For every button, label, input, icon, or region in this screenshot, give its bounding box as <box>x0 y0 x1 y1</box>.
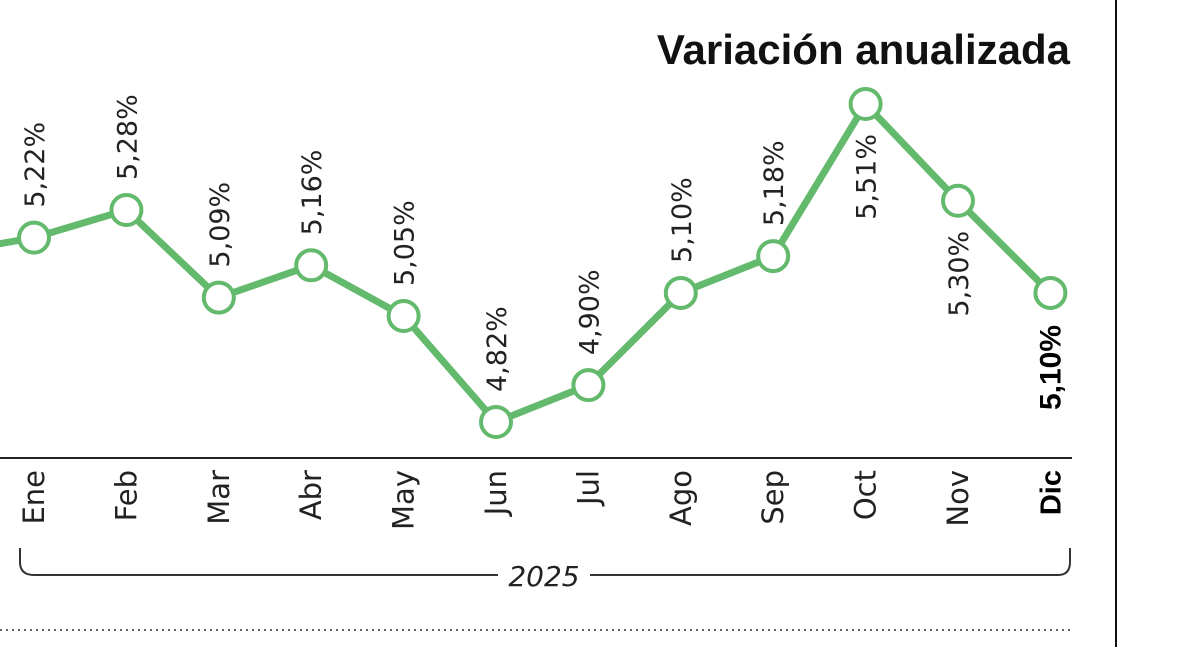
tick-label-feb: Feb <box>109 470 143 521</box>
data-point-may <box>386 299 421 333</box>
data-point-jul <box>571 368 606 403</box>
value-label-mar: 5,09% <box>205 182 236 268</box>
data-point-abr <box>294 248 329 283</box>
value-label-ene: 5,22% <box>20 122 51 208</box>
value-label-dic: 5,10% <box>1034 325 1067 410</box>
data-point-dic <box>1033 275 1068 310</box>
year-label: 2025 <box>508 560 579 593</box>
data-point-feb <box>109 193 144 227</box>
data-point-ago <box>663 275 698 310</box>
value-label-ago: 5,10% <box>667 177 698 263</box>
data-point-oct <box>848 87 883 121</box>
tick-label-abr: Abr <box>294 470 328 520</box>
value-label-jul: 4,90% <box>574 269 605 355</box>
data-point-nov <box>941 183 975 218</box>
tick-label-mar: Mar <box>202 470 236 525</box>
value-label-may: 5,05% <box>390 200 421 286</box>
tick-label-ene: Ene <box>17 470 51 525</box>
year-bracket-right <box>590 548 1071 576</box>
tick-label-nov: Nov <box>941 470 975 527</box>
tick-label-may: May <box>387 470 421 530</box>
value-label-sep: 5,18% <box>759 140 790 226</box>
data-point-ene <box>17 220 51 255</box>
tick-label-jul: Jul <box>571 470 605 507</box>
value-label-abr: 5,16% <box>297 150 328 236</box>
chart-title: Variación anualizada <box>657 26 1071 73</box>
value-label-jun: 4,82% <box>482 306 513 392</box>
tick-label-oct: Oct <box>849 470 883 520</box>
value-label-oct: 5,51% <box>852 134 883 220</box>
series-line <box>0 100 1054 426</box>
value-label-nov: 5,30% <box>944 231 975 317</box>
tick-label-jun: Jun <box>479 470 513 517</box>
data-point-jun <box>479 405 513 439</box>
chart-marks: 5,22% 5,28% 5,09% 5,16% 5,05% 4,82% 4,90% 5,10%… <box>0 87 1068 530</box>
value-label-feb: 5,28% <box>112 94 143 180</box>
data-point-mar <box>201 280 236 315</box>
tick-label-dic: Dic <box>1035 470 1067 515</box>
year-bracket-left <box>19 548 498 576</box>
tick-label-ago: Ago <box>664 470 698 526</box>
tick-label-sep: Sep <box>756 470 790 525</box>
data-point-sep <box>756 239 791 274</box>
